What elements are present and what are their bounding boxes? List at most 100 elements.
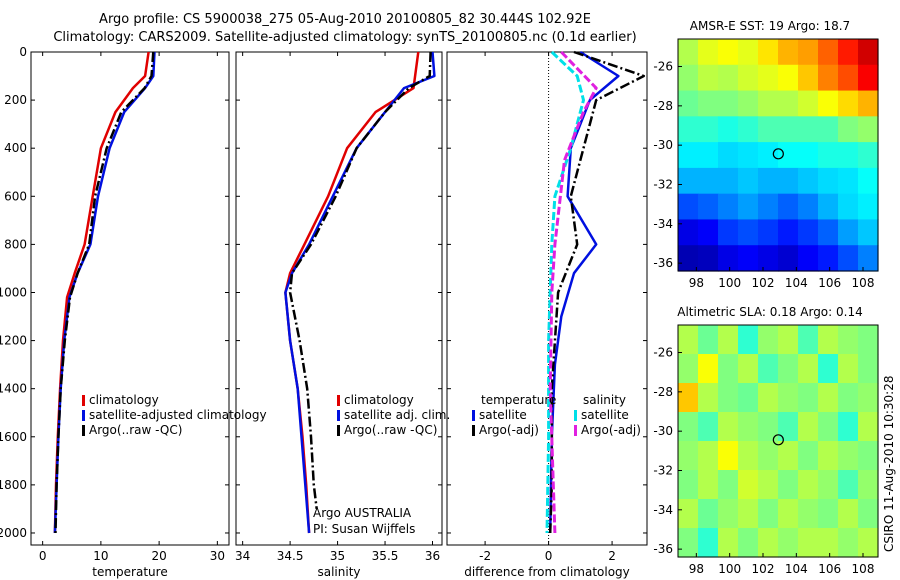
sla-heat-cell bbox=[818, 412, 839, 442]
sla-map-title: Altimetric SLA: 0.18 Argo: 0.14 bbox=[677, 305, 862, 319]
sla-heat-cell bbox=[698, 325, 719, 355]
amsr-heat-cell bbox=[678, 167, 699, 195]
sla-heat-cell bbox=[678, 325, 699, 355]
amsr-heat-cell bbox=[718, 116, 739, 143]
amsr-heat-cell bbox=[838, 142, 859, 169]
salinity-xlabel: salinity bbox=[317, 565, 360, 579]
amsr-heat-cell bbox=[778, 219, 799, 246]
pi-annotation: PI: Susan Wijffels bbox=[313, 522, 415, 536]
sla-heat-cell bbox=[838, 412, 859, 442]
amsr-heat-cell bbox=[778, 39, 799, 66]
sla-heat-cell bbox=[758, 441, 779, 471]
temp-legend-argo-swatch bbox=[82, 425, 85, 436]
sla-heat-cell bbox=[758, 325, 779, 355]
amsr-heat-cell bbox=[678, 64, 699, 92]
difference-series-salinity-argo-adj- bbox=[548, 50, 598, 534]
amsr-heat-cell bbox=[818, 245, 839, 272]
chart-title-line2: Climatology: CARS2009. Satellite-adjuste… bbox=[53, 30, 637, 45]
amsr-map-title: AMSR-E SST: 19 Argo: 18.7 bbox=[690, 19, 850, 33]
amsr-lon-label: 102 bbox=[752, 276, 775, 290]
amsr-heat-cell bbox=[798, 90, 819, 117]
sla-heat-cell bbox=[698, 470, 719, 500]
sla-heat-cell bbox=[798, 470, 819, 500]
amsr-heat-cell bbox=[858, 245, 879, 272]
sla-heat-cell bbox=[718, 325, 739, 355]
sla-heat-cell bbox=[838, 354, 859, 384]
sal-legend-satellite-swatch bbox=[337, 410, 340, 421]
amsr-heat-cell bbox=[858, 219, 879, 246]
temperature-xtick-label: 30 bbox=[210, 549, 225, 563]
difference-series-salinity-satellite bbox=[545, 50, 585, 534]
sla-heat-cell bbox=[738, 528, 759, 558]
sla-heat-cell bbox=[678, 441, 699, 471]
amsr-heat-cell bbox=[858, 90, 879, 117]
difference-xtick-label: -2 bbox=[479, 549, 491, 563]
amsr-heat-cell bbox=[758, 116, 779, 143]
amsr-heat-cell bbox=[698, 142, 719, 169]
salinity-xtick-label: 34.5 bbox=[277, 549, 304, 563]
sla-heat-cell bbox=[858, 354, 879, 384]
amsr-heat-cell bbox=[678, 219, 699, 246]
amsr-heat-cell bbox=[838, 116, 859, 143]
amsr-lat-label: -36 bbox=[653, 256, 673, 270]
argo-program-annotation: Argo AUSTRALIA bbox=[313, 506, 412, 520]
diff-legend-salinity-header: salinity bbox=[583, 393, 626, 407]
sla-heat-cell bbox=[718, 499, 739, 529]
sal-legend-satellite-label: satellite adj. clim. bbox=[344, 408, 450, 422]
amsr-heat-cell bbox=[698, 193, 719, 221]
sla-lat-label: -32 bbox=[653, 463, 673, 477]
amsr-heat-cell bbox=[838, 219, 859, 246]
sla-heat-cell bbox=[678, 383, 699, 413]
amsr-lat-label: -26 bbox=[653, 60, 673, 74]
amsr-heat-cell bbox=[858, 193, 879, 221]
sla-lon-label: 108 bbox=[852, 562, 875, 576]
amsr-heat-cell bbox=[718, 193, 739, 221]
sla-heat-cell bbox=[798, 528, 819, 558]
diff-legend-temperature-header: temperature bbox=[481, 393, 556, 407]
chart-title-line1: Argo profile: CS 5900038_275 05-Aug-2010… bbox=[99, 12, 591, 27]
sla-heat-cell bbox=[798, 325, 819, 355]
amsr-heat-cell bbox=[698, 90, 719, 117]
sla-heat-cell bbox=[818, 528, 839, 558]
amsr-heat-cell bbox=[738, 90, 759, 117]
amsr-heat-cell bbox=[858, 116, 879, 143]
amsr-map-frame bbox=[677, 38, 879, 272]
depth-tick-label: 600 bbox=[4, 189, 27, 203]
sla-heat-cell bbox=[718, 441, 739, 471]
amsr-lon-label: 104 bbox=[785, 276, 808, 290]
diff-legend-sal-argo-label: Argo(-adj) bbox=[581, 423, 641, 437]
sal-legend-argo-label: Argo(..raw -QC) bbox=[344, 423, 437, 437]
sla-heat-cell bbox=[798, 354, 819, 384]
amsr-heat-cell bbox=[798, 39, 819, 66]
amsr-heat-cell bbox=[758, 64, 779, 92]
sla-lon-label: 100 bbox=[718, 562, 741, 576]
amsr-heat-cell bbox=[758, 193, 779, 221]
amsr-heat-cell bbox=[678, 193, 699, 221]
amsr-heat-cell bbox=[778, 245, 799, 272]
sla-heat-cell bbox=[838, 383, 859, 413]
sla-heat-cell bbox=[758, 528, 779, 558]
sla-heat-cell bbox=[718, 383, 739, 413]
sla-argo-marker bbox=[772, 434, 784, 446]
amsr-heat-cell bbox=[718, 39, 739, 66]
amsr-heat-cell bbox=[778, 64, 799, 92]
temp-legend-satellite-label: satellite-adjusted climatology bbox=[89, 408, 267, 422]
amsr-heat-cell bbox=[818, 193, 839, 221]
depth-tick-label: 2000 bbox=[0, 526, 27, 540]
temperature-panel-frame bbox=[30, 51, 230, 546]
sla-heat-cell bbox=[778, 354, 799, 384]
amsr-heat-cell bbox=[718, 90, 739, 117]
sla-lon-label: 104 bbox=[785, 562, 808, 576]
temperature-xtick-label: 20 bbox=[151, 549, 166, 563]
sla-heat-cell bbox=[758, 470, 779, 500]
amsr-heat-cell bbox=[818, 64, 839, 92]
amsr-heat-cell bbox=[698, 219, 719, 246]
depth-tick-label: 1000 bbox=[0, 285, 27, 299]
sla-heat-cell bbox=[818, 354, 839, 384]
difference-xtick-label: 0 bbox=[545, 549, 553, 563]
diff-legend-temp-argo-swatch bbox=[472, 425, 475, 436]
sla-lat-label: -26 bbox=[653, 346, 673, 360]
amsr-heat-cell bbox=[798, 64, 819, 92]
amsr-heat-cell bbox=[818, 142, 839, 169]
